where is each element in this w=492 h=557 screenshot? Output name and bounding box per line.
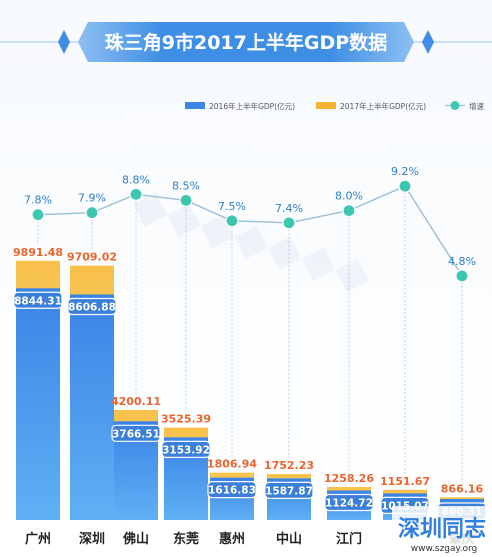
data-label-box-2016	[67, 297, 117, 316]
growth-label: 7.8%	[24, 194, 52, 207]
legend-item-2017: 2017年上半年GDP(亿元)	[316, 101, 426, 111]
banner-shape	[78, 22, 414, 62]
bar-2016	[70, 294, 114, 520]
data-label-box-2016	[324, 493, 374, 512]
growth-marker	[398, 179, 412, 193]
legend-label-growth: 增速	[469, 101, 484, 111]
x-tick-label: 深圳	[79, 531, 105, 547]
data-label-2016: 8606.88	[68, 301, 116, 313]
legend-item-growth: 增速	[445, 101, 484, 111]
growth-label: 9.2%	[391, 165, 419, 178]
growth-label: 7.4%	[275, 202, 303, 215]
data-label-2017: 1258.26	[324, 472, 374, 485]
growth-marker	[225, 214, 239, 228]
growth-marker	[85, 206, 99, 220]
data-label-2017: 9891.48	[13, 246, 63, 259]
growth-marker	[455, 269, 469, 283]
x-tick-label: 中山	[276, 531, 302, 547]
growth-marker	[129, 187, 143, 201]
bar-2016	[16, 288, 60, 520]
data-label-box-2016	[161, 440, 211, 458]
growth-line-layer: 7.8% 7.9% 8.8% 8.5% 7.5% 7.4% 8.0% 9.2% 4.8%	[24, 165, 476, 482]
growth-label: 8.8%	[122, 173, 150, 186]
data-label-2016: 1616.83	[208, 485, 256, 497]
data-label-2017: 3525.39	[161, 413, 211, 426]
data-label-2017: 866.16	[441, 482, 484, 495]
legend-label-2017: 2017年上半年GDP(亿元)	[340, 101, 426, 111]
legend-item-2016: 2016年上半年GDP(亿元)	[185, 101, 295, 111]
data-label-box-2016	[264, 481, 314, 499]
data-label-box-2016	[207, 481, 257, 499]
growth-marker	[179, 193, 193, 207]
growth-label: 8.0%	[335, 190, 363, 203]
growth-label: 4.8%	[448, 255, 476, 268]
x-tick-label: 东莞	[173, 531, 199, 547]
data-label-2017: 1151.67	[380, 475, 430, 488]
growth-label: 7.9%	[78, 192, 106, 205]
x-tick-label: 惠州	[219, 531, 245, 547]
data-label-2016: 3153.92	[162, 444, 210, 456]
banner-diamond-right	[422, 30, 434, 54]
x-tick-label: 佛山	[122, 531, 149, 547]
data-label-2016: 3766.51	[112, 428, 160, 440]
growth-marker	[31, 208, 45, 222]
data-label-2016: 8844.31	[14, 295, 62, 307]
data-label-2017: 1752.23	[264, 459, 314, 472]
title-banner: 珠三角9市2017上半年GDP数据	[0, 22, 492, 62]
site-watermark: 深圳同志 www.szgay.org	[392, 506, 492, 557]
legend: 2016年上半年GDP(亿元) 2017年上半年GDP(亿元) 增速	[185, 101, 484, 111]
x-tick-label: 广州	[25, 531, 51, 547]
legend-swatch-2016	[185, 102, 205, 109]
data-label-2017: 1806.94	[207, 458, 257, 471]
growth-marker	[342, 204, 356, 218]
legend-marker-growth	[450, 101, 460, 110]
chart-title: 珠三角9市2017上半年GDP数据	[105, 31, 387, 54]
watermark-site-url: www.szgay.org	[411, 544, 477, 554]
legend-label-2016: 2016年上半年GDP(亿元)	[209, 101, 295, 111]
growth-label: 8.5%	[172, 179, 200, 192]
watermark-site-name: 深圳同志	[398, 517, 486, 542]
growth-marker	[282, 216, 296, 230]
data-label-2017: 9709.02	[67, 251, 117, 264]
banner-diamond-left	[58, 30, 70, 54]
x-tick-label: 江门	[336, 531, 362, 547]
growth-label: 7.5%	[218, 200, 246, 213]
data-label-box-2016	[111, 424, 161, 442]
data-label-2016: 1587.87	[265, 485, 313, 497]
legend-swatch-2017	[316, 102, 336, 109]
data-label-2017: 4200.11	[111, 395, 161, 408]
data-label-2016: 1124.72	[325, 498, 373, 510]
data-label-box-2016	[13, 291, 63, 309]
watermark-backdrop	[392, 506, 492, 557]
